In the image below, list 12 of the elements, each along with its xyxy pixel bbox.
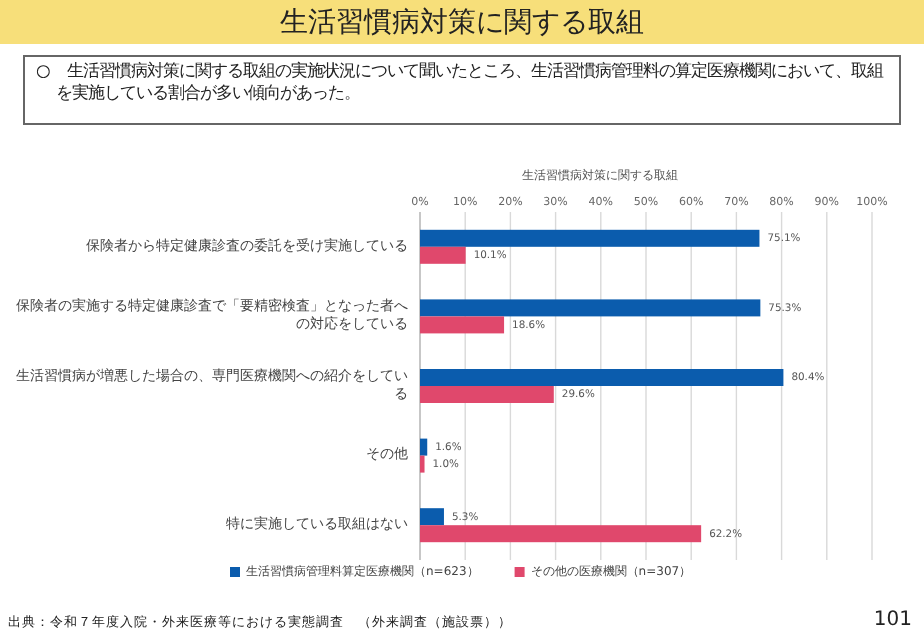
bar xyxy=(420,525,702,543)
page-number: 101 xyxy=(873,609,912,632)
bar xyxy=(420,316,505,334)
bar xyxy=(420,299,761,317)
bar xyxy=(420,369,784,386)
text: ○ 生活習慣病対策に関する取組の実施状況について聞いたところ、生活習慣病管理料の算定医療機関において、取組を実施している割合が多い傾向があった。 xyxy=(34,60,886,104)
bar xyxy=(420,508,444,526)
bar xyxy=(420,229,760,247)
bar xyxy=(420,246,466,264)
bar xyxy=(420,386,554,403)
bar xyxy=(420,438,428,456)
title: 生活習慣病対策に関する取組 xyxy=(280,6,644,39)
